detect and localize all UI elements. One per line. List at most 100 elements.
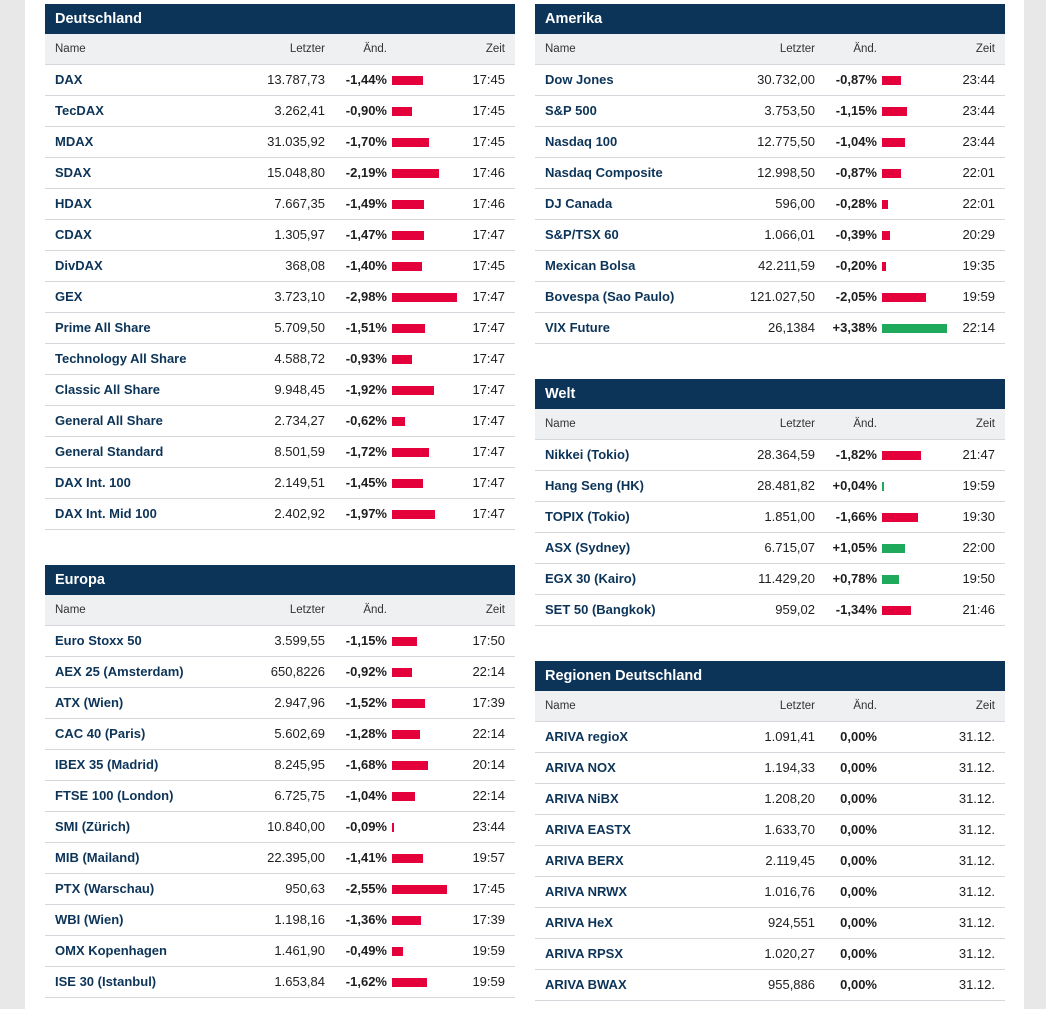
change-percent: -1,41% [345, 850, 387, 865]
column-header-time[interactable]: Zeit [485, 604, 505, 616]
index-name-link[interactable]: WBI (Wien) [55, 912, 124, 927]
index-name-link[interactable]: ISE 30 (Istanbul) [55, 974, 157, 989]
quote-time: 19:59 [962, 478, 995, 493]
index-name-link[interactable]: Hang Seng (HK) [545, 478, 644, 493]
index-name-link[interactable]: ARIVA regioX [545, 729, 629, 744]
table-row: S&P 500 3.753,50 -1,15% 23:44 [535, 96, 1005, 127]
index-name-link[interactable]: Nasdaq Composite [545, 165, 663, 180]
index-name-link[interactable]: Technology All Share [55, 351, 187, 366]
column-header-change[interactable]: Änd. [853, 43, 877, 55]
index-name-link[interactable]: Classic All Share [55, 382, 161, 397]
index-name-link[interactable]: S&P/TSX 60 [545, 227, 619, 242]
index-name-link[interactable]: ARIVA BWAX [545, 977, 627, 992]
column-header-name[interactable]: Name [545, 43, 576, 55]
index-name-link[interactable]: ARIVA NiBX [545, 791, 619, 806]
index-name-link[interactable]: SMI (Zürich) [55, 819, 131, 834]
index-name-link[interactable]: ARIVA RPSX [545, 946, 624, 961]
index-name-link[interactable]: FTSE 100 (London) [55, 788, 174, 803]
index-name-link[interactable]: DivDAX [55, 258, 103, 273]
index-name-link[interactable]: MDAX [55, 134, 94, 149]
index-name-link[interactable]: TOPIX (Tokio) [545, 509, 630, 524]
column-header-time[interactable]: Zeit [975, 700, 995, 712]
index-name-link[interactable]: ARIVA NRWX [545, 884, 628, 899]
change-bar [392, 448, 430, 457]
last-price: 4.588,72 [274, 351, 325, 366]
column-header-last[interactable]: Letzter [779, 700, 815, 712]
index-name-link[interactable]: EGX 30 (Kairo) [545, 571, 637, 586]
index-name-link[interactable]: ARIVA EASTX [545, 822, 631, 837]
column-header-name[interactable]: Name [55, 43, 86, 55]
index-name-link[interactable]: MIB (Mailand) [55, 850, 140, 865]
index-name-link[interactable]: Mexican Bolsa [545, 258, 636, 273]
index-name-link[interactable]: Nikkei (Tokio) [545, 447, 630, 462]
table-row: Dow Jones 30.732,00 -0,87% 23:44 [535, 65, 1005, 96]
table-row: MDAX 31.035,92 -1,70% 17:45 [45, 127, 515, 158]
index-name-link[interactable]: ASX (Sydney) [545, 540, 631, 555]
index-name-link[interactable]: ARIVA HeX [545, 915, 613, 930]
index-name-link[interactable]: IBEX 35 (Madrid) [55, 757, 159, 772]
index-name-link[interactable]: GEX [55, 289, 83, 304]
index-name-link[interactable]: S&P 500 [545, 103, 597, 118]
column-header-change[interactable]: Änd. [853, 700, 877, 712]
quote-time: 17:47 [472, 506, 505, 521]
index-name-link[interactable]: ARIVA NOX [545, 760, 616, 775]
index-name-link[interactable]: SDAX [55, 165, 92, 180]
panel-europa: Europa Name Letzter Änd. Zeit Euro Stoxx 50 3.… [45, 565, 515, 998]
change-percent: -1,51% [345, 320, 387, 335]
column-header-last[interactable]: Letzter [779, 43, 815, 55]
column-header-change[interactable]: Änd. [853, 418, 877, 430]
index-name-link[interactable]: ATX (Wien) [55, 695, 124, 710]
column-header-name[interactable]: Name [545, 418, 576, 430]
index-name-link[interactable]: SET 50 (Bangkok) [545, 602, 656, 617]
index-name-link[interactable]: HDAX [55, 196, 92, 211]
last-price: 8.245,95 [274, 757, 325, 772]
column-header-change[interactable]: Änd. [363, 604, 387, 616]
last-price: 12.998,50 [757, 165, 815, 180]
index-name-link[interactable]: Prime All Share [55, 320, 151, 335]
column-header-last[interactable]: Letzter [289, 604, 325, 616]
column-header-name[interactable]: Name [55, 604, 86, 616]
column-header-time[interactable]: Zeit [485, 43, 505, 55]
index-name-link[interactable]: ARIVA BERX [545, 853, 624, 868]
index-name-link[interactable]: Bovespa (Sao Paulo) [545, 289, 675, 304]
column-header-name[interactable]: Name [545, 700, 576, 712]
table-row: IBEX 35 (Madrid) 8.245,95 -1,68% 20:14 [45, 750, 515, 781]
index-name-link[interactable]: DAX [55, 72, 83, 87]
last-price: 15.048,80 [267, 165, 325, 180]
column-header-change[interactable]: Änd. [363, 43, 387, 55]
quote-time: 17:45 [472, 72, 505, 87]
index-name-link[interactable]: DAX Int. Mid 100 [55, 506, 157, 521]
index-name-link[interactable]: Euro Stoxx 50 [55, 633, 142, 648]
table-row: ASX (Sydney) 6.715,07 +1,05% 22:00 [535, 533, 1005, 564]
column-header-last[interactable]: Letzter [779, 418, 815, 430]
table-row: General All Share 2.734,27 -0,62% 17:47 [45, 406, 515, 437]
index-name-link[interactable]: CAC 40 (Paris) [55, 726, 146, 741]
table-row: SDAX 15.048,80 -2,19% 17:46 [45, 158, 515, 189]
column-header-time[interactable]: Zeit [975, 418, 995, 430]
column-header-time[interactable]: Zeit [975, 43, 995, 55]
index-name-link[interactable]: Nasdaq 100 [545, 134, 618, 149]
index-name-link[interactable]: Dow Jones [545, 72, 614, 87]
column-header-last[interactable]: Letzter [289, 43, 325, 55]
table-row: ARIVA EASTX 1.633,70 0,00% 31.12. [535, 815, 1005, 846]
last-price: 42.211,59 [758, 258, 815, 273]
index-name-link[interactable]: PTX (Warschau) [55, 881, 155, 896]
index-name-link[interactable]: AEX 25 (Amsterdam) [55, 664, 184, 679]
index-name-link[interactable]: DJ Canada [545, 196, 613, 211]
table-header: Name Letzter Änd. Zeit [535, 691, 1005, 722]
table-header: Name Letzter Änd. Zeit [45, 34, 515, 65]
index-name-link[interactable]: TecDAX [55, 103, 104, 118]
last-price: 26,1384 [768, 320, 815, 335]
index-name-link[interactable]: General Standard [55, 444, 164, 459]
index-name-link[interactable]: OMX Kopenhagen [55, 943, 167, 958]
index-name-link[interactable]: General All Share [55, 413, 163, 428]
index-name-link[interactable]: DAX Int. 100 [55, 475, 131, 490]
last-price: 12.775,50 [757, 134, 815, 149]
last-price: 1.198,16 [274, 912, 325, 927]
change-percent: 0,00% [840, 822, 877, 837]
last-price: 955,886 [768, 977, 815, 992]
index-name-link[interactable]: VIX Future [545, 320, 611, 335]
last-price: 3.753,50 [764, 103, 815, 118]
change-percent: -1,36% [345, 912, 387, 927]
index-name-link[interactable]: CDAX [55, 227, 92, 242]
